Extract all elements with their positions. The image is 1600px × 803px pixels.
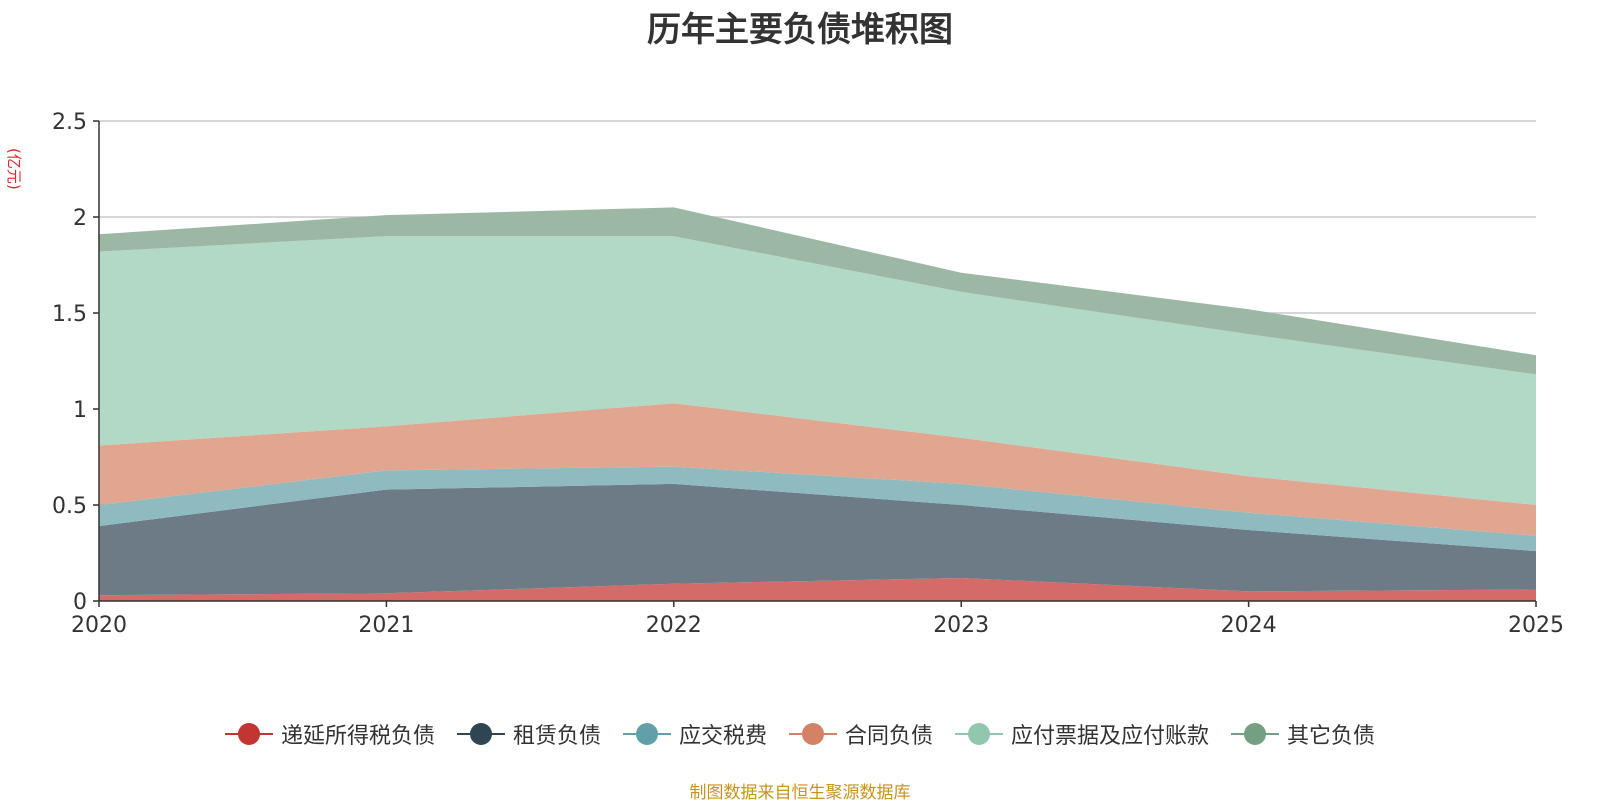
area-series-4 [99,236,1536,505]
legend-marker-icon [456,722,505,746]
area-series [99,207,1536,601]
area-series-2 [99,466,1536,552]
legend-item-4[interactable]: 应付票据及应付账款 [955,718,1209,750]
legend-marker-icon [224,722,273,746]
y-tick-label-2: 1 [73,398,87,423]
legend-label: 合同负债 [845,724,934,749]
legend-marker-icon [789,722,837,746]
area-series-1 [99,483,1536,596]
legend-item-1[interactable]: 租赁负债 [456,718,601,750]
legend-item-5[interactable]: 其它负债 [1231,718,1375,750]
legend-item-2[interactable]: 应交税费 [622,718,767,750]
legend-label: 递延所得税负债 [280,724,435,749]
legend-label: 应付票据及应付账款 [1011,724,1210,749]
legend-label: 租赁负债 [512,724,601,749]
y-tick-label-1: 0.5 [52,494,87,519]
legend-item-0[interactable]: 递延所得税负债 [224,718,435,750]
area-series-5 [99,207,1536,375]
source-note: 制图数据来自恒生聚源数据库 [689,783,911,803]
y-tick-label-0: 0 [73,590,87,615]
legend-marker-icon [622,722,671,746]
x-tick-label-4: 2024 [1221,613,1277,638]
legend-item-3[interactable]: 合同负债 [789,718,933,750]
y-tick-label-5: 2.5 [52,110,87,135]
chart-legend: 递延所得税负债 租赁负债 应交税费 合同负债 应付票据及应付账款 其它负债 [0,718,1600,750]
legend-marker-icon [1231,722,1280,746]
x-tick-label-2: 2022 [646,613,702,638]
legend-marker-icon [955,722,1004,746]
chart-title: 历年主要负债堆积图 [647,10,953,50]
x-tick-label-3: 2023 [933,613,989,638]
area-series-3 [99,403,1536,536]
legend-label: 应交税费 [678,724,767,749]
x-tick-label-5: 2025 [1508,613,1564,638]
area-series-0 [99,578,1536,601]
x-tick-label-1: 2021 [358,613,414,638]
y-tick-label-4: 2 [73,206,87,231]
axes: 0 0.5 1 1.5 2 2.5 2020 2021 2022 2023 2024 2025 [52,110,1564,638]
x-tick-label-0: 2020 [71,613,127,638]
legend-label: 其它负债 [1287,724,1376,749]
y-tick-label-3: 1.5 [52,302,87,327]
